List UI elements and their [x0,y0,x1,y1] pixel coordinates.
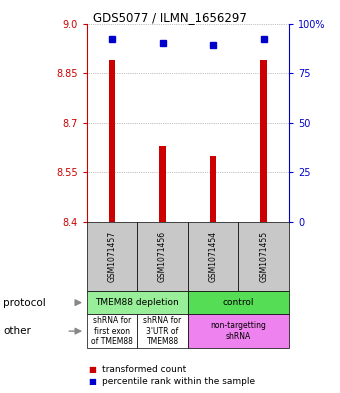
Bar [260,60,267,222]
Text: control: control [223,298,254,307]
Text: GSM1071455: GSM1071455 [259,231,268,282]
Text: shRNA for
3'UTR of
TMEM88: shRNA for 3'UTR of TMEM88 [143,316,182,346]
Text: ■: ■ [88,365,96,374]
Bar [210,156,217,222]
Text: GSM1071454: GSM1071454 [209,231,218,282]
Bar [109,60,115,222]
Text: protocol: protocol [3,298,46,308]
Text: GSM1071456: GSM1071456 [158,231,167,282]
Text: percentile rank within the sample: percentile rank within the sample [102,377,255,386]
Text: transformed count: transformed count [102,365,186,374]
Text: shRNA for
first exon
of TMEM88: shRNA for first exon of TMEM88 [91,316,133,346]
Text: GSM1071457: GSM1071457 [107,231,117,282]
Bar [159,146,166,222]
Text: ■: ■ [88,377,96,386]
Text: other: other [3,326,31,336]
Text: TMEM88 depletion: TMEM88 depletion [96,298,179,307]
Text: GDS5077 / ILMN_1656297: GDS5077 / ILMN_1656297 [93,11,247,24]
Text: non-targetting
shRNA: non-targetting shRNA [210,321,266,341]
